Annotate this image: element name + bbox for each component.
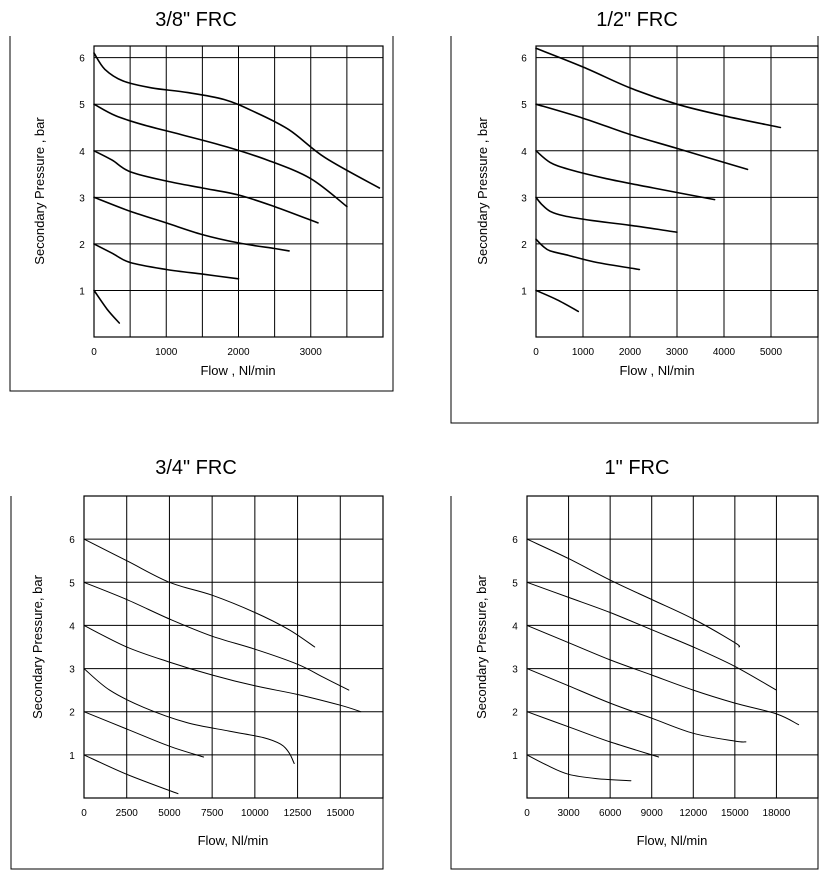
y-tick-label: 1 bbox=[512, 751, 518, 762]
y-tick-label: 5 bbox=[69, 578, 75, 589]
x-tick-label: 12000 bbox=[679, 808, 707, 819]
y-tick-label: 4 bbox=[512, 621, 518, 632]
series-line-2 bbox=[535, 238, 641, 271]
chart-panel-3: 1 2 3 4 5 6 0 2500 5000 7500 10000 12500 15000 3/4" F… bbox=[10, 457, 384, 870]
series-line-1 bbox=[83, 754, 179, 795]
x-axis-label: Flow, Nl/min bbox=[198, 833, 269, 848]
x-tick-label: 3000 bbox=[300, 347, 323, 358]
x-tick-label: 4000 bbox=[713, 347, 736, 358]
series-line-4 bbox=[83, 624, 362, 713]
series-line-5 bbox=[93, 103, 348, 208]
y-axis-label: Secondary Pressure, bar bbox=[30, 574, 45, 718]
x-tick-label: 9000 bbox=[641, 808, 664, 819]
y-tick-label: 2 bbox=[521, 240, 527, 251]
y-tick-label: 6 bbox=[79, 54, 85, 65]
x-tick-label: 15000 bbox=[721, 808, 749, 819]
series-line-6 bbox=[535, 47, 782, 129]
y-tick-label: 6 bbox=[521, 54, 527, 65]
series-line-6 bbox=[83, 538, 316, 648]
x-tick-label: 3000 bbox=[666, 347, 689, 358]
y-tick-label: 5 bbox=[79, 100, 85, 111]
x-axis-label: Flow, Nl/min bbox=[637, 833, 708, 848]
y-axis-label: Secondary Pressure , bar bbox=[475, 117, 490, 265]
series-line-3 bbox=[526, 668, 747, 743]
series-line-2 bbox=[93, 243, 240, 280]
y-tick-label: 2 bbox=[69, 708, 75, 719]
x-tick-label: 5000 bbox=[158, 808, 181, 819]
chart-title: 1/2" FRC bbox=[596, 9, 678, 31]
x-tick-label: 18000 bbox=[763, 808, 791, 819]
x-tick-label: 0 bbox=[91, 347, 97, 358]
y-tick-label: 3 bbox=[79, 193, 85, 204]
series-line-4 bbox=[93, 150, 319, 224]
x-tick-label: 1000 bbox=[155, 347, 178, 358]
series-line-6 bbox=[93, 52, 381, 189]
x-tick-label: 0 bbox=[524, 808, 530, 819]
y-tick-label: 3 bbox=[521, 193, 527, 204]
x-tick-label: 2000 bbox=[227, 347, 250, 358]
x-tick-label: 2500 bbox=[116, 808, 139, 819]
series-line-1 bbox=[526, 754, 632, 782]
y-tick-label: 1 bbox=[79, 286, 85, 297]
y-tick-label: 5 bbox=[512, 578, 518, 589]
y-tick-label: 6 bbox=[69, 535, 75, 546]
y-tick-label: 2 bbox=[79, 240, 85, 251]
y-tick-label: 6 bbox=[512, 535, 518, 546]
chart-panel-1: 1 2 3 4 5 6 0 1000 2000 3000 3/8" FRC Flow , Nl/min… bbox=[9, 9, 394, 392]
x-tick-label: 0 bbox=[533, 347, 539, 358]
chart-title: 3/4" FRC bbox=[155, 457, 237, 479]
series-line-2 bbox=[83, 711, 205, 758]
x-tick-label: 3000 bbox=[557, 808, 580, 819]
chart-panel-4: 1 2 3 4 5 6 0 3000 6000 9000 12000 15000 18000 1" FRC… bbox=[450, 457, 819, 870]
x-tick-label: 10000 bbox=[241, 808, 269, 819]
plot-area bbox=[83, 495, 384, 799]
y-tick-label: 2 bbox=[512, 708, 518, 719]
x-axis-label: Flow , Nl/min bbox=[619, 363, 694, 378]
y-tick-label: 4 bbox=[521, 147, 527, 158]
series-line-4 bbox=[526, 624, 800, 726]
series-line-4 bbox=[535, 150, 716, 201]
plot-area bbox=[526, 495, 819, 799]
series-line-1 bbox=[93, 289, 121, 324]
x-tick-label: 15000 bbox=[326, 808, 354, 819]
chart-title: 3/8" FRC bbox=[155, 9, 237, 31]
x-tick-label: 0 bbox=[81, 808, 87, 819]
series-line-5 bbox=[83, 581, 350, 691]
y-tick-label: 4 bbox=[69, 621, 75, 632]
x-tick-label: 7500 bbox=[201, 808, 224, 819]
x-tick-label: 12500 bbox=[284, 808, 312, 819]
series-line-2 bbox=[526, 711, 660, 758]
series-line-3 bbox=[83, 668, 295, 764]
series-line-5 bbox=[535, 103, 749, 171]
x-tick-label: 6000 bbox=[599, 808, 622, 819]
y-tick-label: 1 bbox=[521, 286, 527, 297]
series-line-1 bbox=[535, 289, 580, 313]
y-axis-label: Secondary Pressure, bar bbox=[474, 574, 489, 718]
chart-title: 1" FRC bbox=[605, 457, 670, 479]
y-tick-label: 3 bbox=[69, 665, 75, 676]
series-line-3 bbox=[535, 196, 678, 233]
x-tick-label: 1000 bbox=[572, 347, 595, 358]
y-tick-label: 5 bbox=[521, 100, 527, 111]
chart-frame bbox=[9, 36, 394, 392]
y-tick-label: 4 bbox=[79, 147, 85, 158]
x-tick-label: 2000 bbox=[619, 347, 642, 358]
y-axis-label: Secondary Pressure , bar bbox=[32, 117, 47, 265]
x-axis-label: Flow , Nl/min bbox=[200, 363, 275, 378]
chart-panel-2: 1 2 3 4 5 6 0 1000 2000 3000 4000 5000 1/2" FRC Flow … bbox=[450, 9, 819, 424]
x-tick-label: 5000 bbox=[760, 347, 783, 358]
y-tick-label: 1 bbox=[69, 751, 75, 762]
series-line-6 bbox=[526, 538, 741, 648]
series-line-3 bbox=[93, 196, 290, 252]
y-tick-label: 3 bbox=[512, 665, 518, 676]
series-line-5 bbox=[526, 581, 777, 691]
